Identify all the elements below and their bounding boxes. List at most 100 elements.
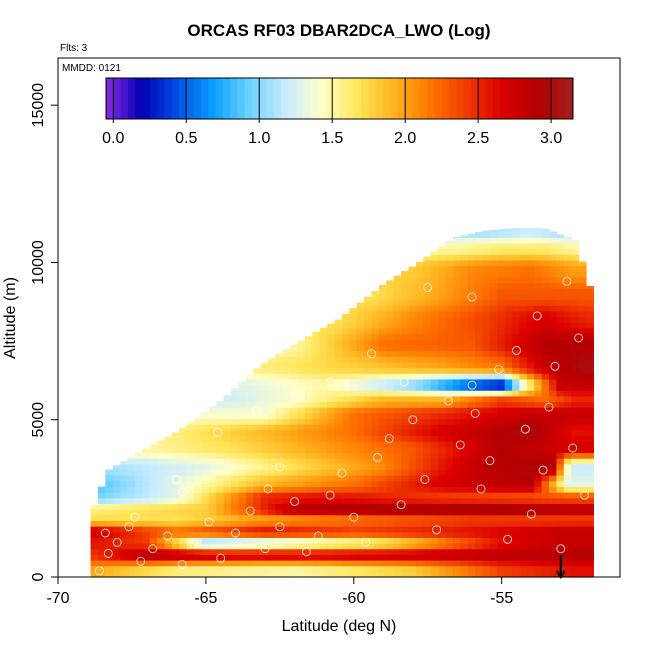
heatmap-cell (304, 356, 313, 363)
heatmap-cell (497, 441, 506, 448)
heatmap-cell (408, 560, 417, 567)
heatmap-cell (467, 531, 476, 538)
heatmap-cell (349, 373, 358, 380)
heatmap-cell (541, 378, 550, 386)
heatmap-cell (356, 503, 365, 510)
heatmap-cell (482, 446, 491, 454)
heatmap-cell (349, 395, 358, 403)
heatmap-cell (386, 378, 395, 386)
heatmap-cell (578, 299, 587, 306)
heatmap-cell (290, 446, 299, 454)
heatmap-cell (393, 520, 402, 527)
heatmap-cell (304, 469, 313, 476)
heatmap-cell (349, 310, 358, 318)
heatmap-cell (194, 548, 203, 555)
heatmap-cell (223, 548, 232, 555)
heatmap-cell (423, 560, 432, 567)
heatmap-cell (571, 565, 580, 572)
heatmap-cell (393, 305, 402, 312)
heatmap-cell (415, 429, 424, 437)
x-tick-label: -60 (342, 590, 365, 607)
heatmap-cell (571, 339, 580, 346)
heatmap-cell (171, 509, 180, 516)
heatmap-cell (497, 378, 506, 386)
heatmap-cell (90, 537, 99, 544)
heatmap-cell (238, 537, 247, 544)
heatmap-cell (275, 401, 284, 408)
heatmap-cell (482, 480, 491, 488)
heatmap-cell (489, 254, 498, 261)
heatmap-cell (452, 373, 461, 380)
heatmap-cell (526, 469, 535, 476)
heatmap-cell (238, 452, 247, 459)
heatmap-cell (438, 271, 447, 278)
heatmap-cell (489, 350, 498, 357)
heatmap-cell (231, 509, 240, 516)
heatmap-cell (541, 509, 550, 516)
colorbar-swatch (281, 78, 289, 119)
heatmap-cell (512, 259, 521, 267)
heatmap-cell (571, 299, 580, 306)
heatmap-cell (201, 560, 210, 567)
heatmap-cell (408, 350, 417, 357)
heatmap-cell (127, 497, 136, 504)
heatmap-cell (112, 571, 121, 578)
heatmap-cell (504, 407, 513, 414)
heatmap-cell (445, 316, 454, 323)
heatmap-cell (556, 271, 565, 278)
heatmap-cell (334, 452, 343, 459)
heatmap-cell (127, 571, 136, 578)
heatmap-cell (231, 401, 240, 408)
heatmap-cell (149, 486, 158, 493)
heatmap-cell (216, 475, 225, 482)
heatmap-cell (445, 492, 454, 499)
heatmap-cell (245, 514, 254, 521)
heatmap-cell (393, 395, 402, 403)
heatmap-cell (475, 446, 484, 454)
heatmap-cell (430, 509, 439, 516)
heatmap-cell (282, 486, 291, 493)
heatmap-cell (356, 344, 365, 352)
heatmap-cell (304, 537, 313, 544)
heatmap-cell (571, 288, 580, 295)
heatmap-cell (512, 520, 521, 527)
heatmap-cell (415, 503, 424, 510)
heatmap-cell (179, 446, 188, 454)
heatmap-cell (489, 520, 498, 527)
heatmap-cell (475, 288, 484, 295)
heatmap-cell (327, 560, 336, 567)
heatmap-cell (534, 276, 543, 284)
sample-point (103, 548, 113, 558)
heatmap-cell (304, 520, 313, 527)
heatmap-cell (423, 435, 432, 442)
heatmap-cell (556, 424, 565, 431)
heatmap-cell (149, 520, 158, 527)
heatmap-cell (541, 441, 550, 448)
heatmap-cell (408, 339, 417, 346)
heatmap-cell (571, 384, 580, 391)
heatmap-cell (386, 554, 395, 561)
heatmap-cell (452, 452, 461, 459)
heatmap-cell (578, 458, 587, 465)
heatmap-cell (563, 282, 572, 289)
heatmap-cell (489, 265, 498, 272)
heatmap-cell (290, 356, 299, 363)
heatmap-cell (297, 469, 306, 476)
heatmap-cell (194, 458, 203, 465)
heatmap-cell (356, 424, 365, 431)
heatmap-cell (386, 412, 395, 420)
sample-point (526, 509, 536, 519)
sample-point (503, 534, 513, 544)
heatmap-cell (268, 497, 276, 504)
heatmap-cell (312, 378, 321, 386)
heatmap-cell (164, 520, 173, 527)
heatmap-cell (327, 401, 336, 408)
heatmap-cell (349, 361, 358, 369)
heatmap-cell (275, 486, 284, 493)
colorbar-swatch (237, 78, 246, 119)
heatmap-cell (275, 554, 284, 561)
heatmap-cell (149, 531, 158, 538)
heatmap-cell (578, 571, 587, 578)
heatmap-cell (415, 288, 424, 295)
heatmap-cell (512, 497, 521, 504)
